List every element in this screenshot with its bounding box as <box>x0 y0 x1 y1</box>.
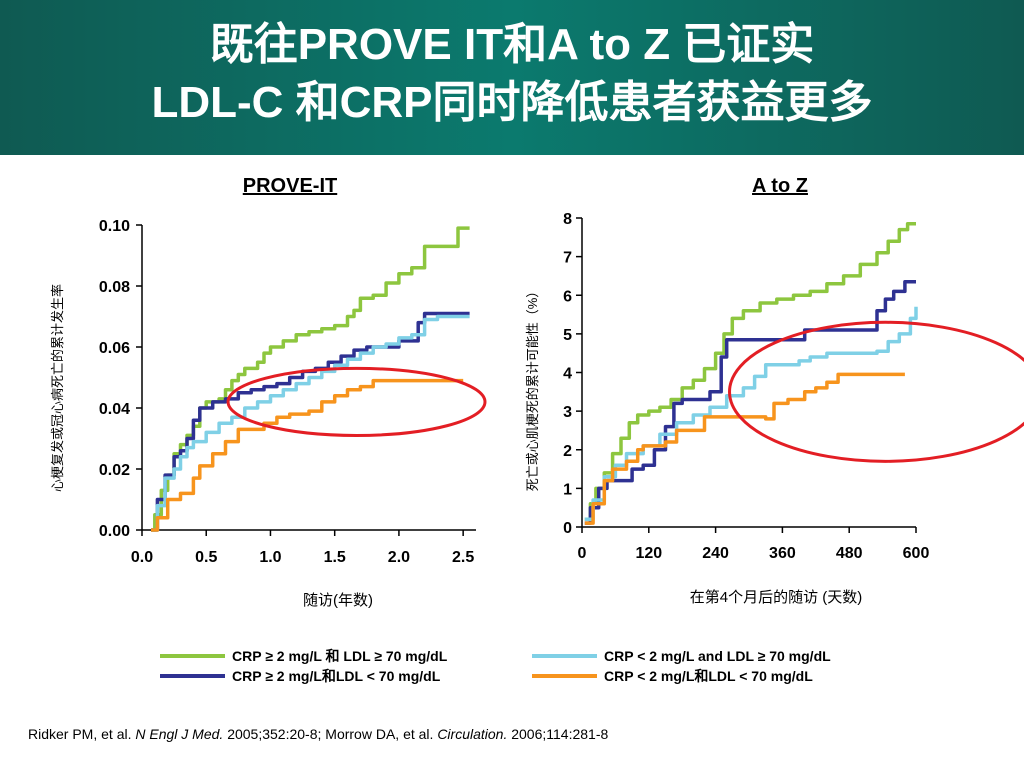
x-tick-label: 0.5 <box>195 549 217 566</box>
y-axis-label: 心梗复发或冠心病死亡的累计发生率 <box>50 284 65 492</box>
reference-citation: Ridker PM, et al. N Engl J Med. 2005;352… <box>28 726 609 742</box>
legend-label-4: CRP < 2 mg/L和LDL < 70 mg/dL <box>604 668 813 684</box>
highlight-ellipse <box>226 366 487 437</box>
y-tick-label: 4 <box>563 366 572 383</box>
x-tick-label: 0.0 <box>131 549 153 566</box>
legend-label-1: CRP ≥ 2 mg/L 和 LDL ≥ 70 mg/dL <box>232 648 448 664</box>
y-tick-label: 0.02 <box>99 462 130 479</box>
y-tick-label: 8 <box>563 211 572 228</box>
x-tick-label: 2.5 <box>452 549 474 566</box>
y-tick-label: 6 <box>563 288 572 305</box>
x-tick-label: 1.5 <box>324 549 346 566</box>
chart-title: A to Z <box>752 175 808 197</box>
slide-title-line2: LDL-C 和CRP同时降低患者获益更多 <box>151 78 873 127</box>
x-tick-label: 0 <box>578 545 587 562</box>
x-tick-label: 1.0 <box>259 549 281 566</box>
y-tick-label: 5 <box>563 327 572 344</box>
title-banner: 既往PROVE IT和A to Z 已证实 LDL-C 和CRP同时降低患者获益… <box>0 0 1024 155</box>
y-tick-label: 0 <box>563 520 572 537</box>
x-axis-label: 在第4个月后的随访 (天数) <box>690 588 863 606</box>
y-tick-label: 0.08 <box>99 279 130 296</box>
y-tick-label: 0.04 <box>99 401 130 418</box>
series-line-1 <box>151 226 470 532</box>
y-tick-label: 0.06 <box>99 340 130 357</box>
legend-label-2: CRP ≥ 2 mg/L和LDL < 70 mg/dL <box>232 668 441 684</box>
y-tick-label: 2 <box>563 443 572 460</box>
x-tick-label: 480 <box>836 545 863 562</box>
series-line-3 <box>151 314 470 532</box>
x-tick-label: 120 <box>635 545 662 562</box>
series-line-2 <box>584 279 916 525</box>
x-tick-label: 600 <box>903 545 930 562</box>
chart-title: PROVE-IT <box>243 175 337 197</box>
y-tick-label: 0.00 <box>99 523 130 540</box>
y-tick-label: 0.10 <box>99 218 130 235</box>
highlight-ellipse <box>728 320 1024 463</box>
slide-title-line1: 既往PROVE IT和A to Z 已证实 <box>209 20 815 69</box>
x-tick-label: 360 <box>769 545 796 562</box>
legend-label-3: CRP < 2 mg/L and LDL ≥ 70 mg/dL <box>604 648 831 664</box>
x-tick-label: 2.0 <box>388 549 410 566</box>
y-tick-label: 3 <box>563 404 572 421</box>
x-tick-label: 240 <box>702 545 729 562</box>
series-line-2 <box>151 311 470 532</box>
y-tick-label: 1 <box>563 481 572 498</box>
series-line-4 <box>151 378 464 532</box>
series-line-4 <box>584 372 905 525</box>
y-tick-label: 7 <box>563 250 572 267</box>
y-axis-label: 死亡或心肌梗死的累计可能性（%） <box>525 285 540 492</box>
series-line-1 <box>584 222 916 522</box>
x-axis-label: 随访(年数) <box>303 592 373 609</box>
